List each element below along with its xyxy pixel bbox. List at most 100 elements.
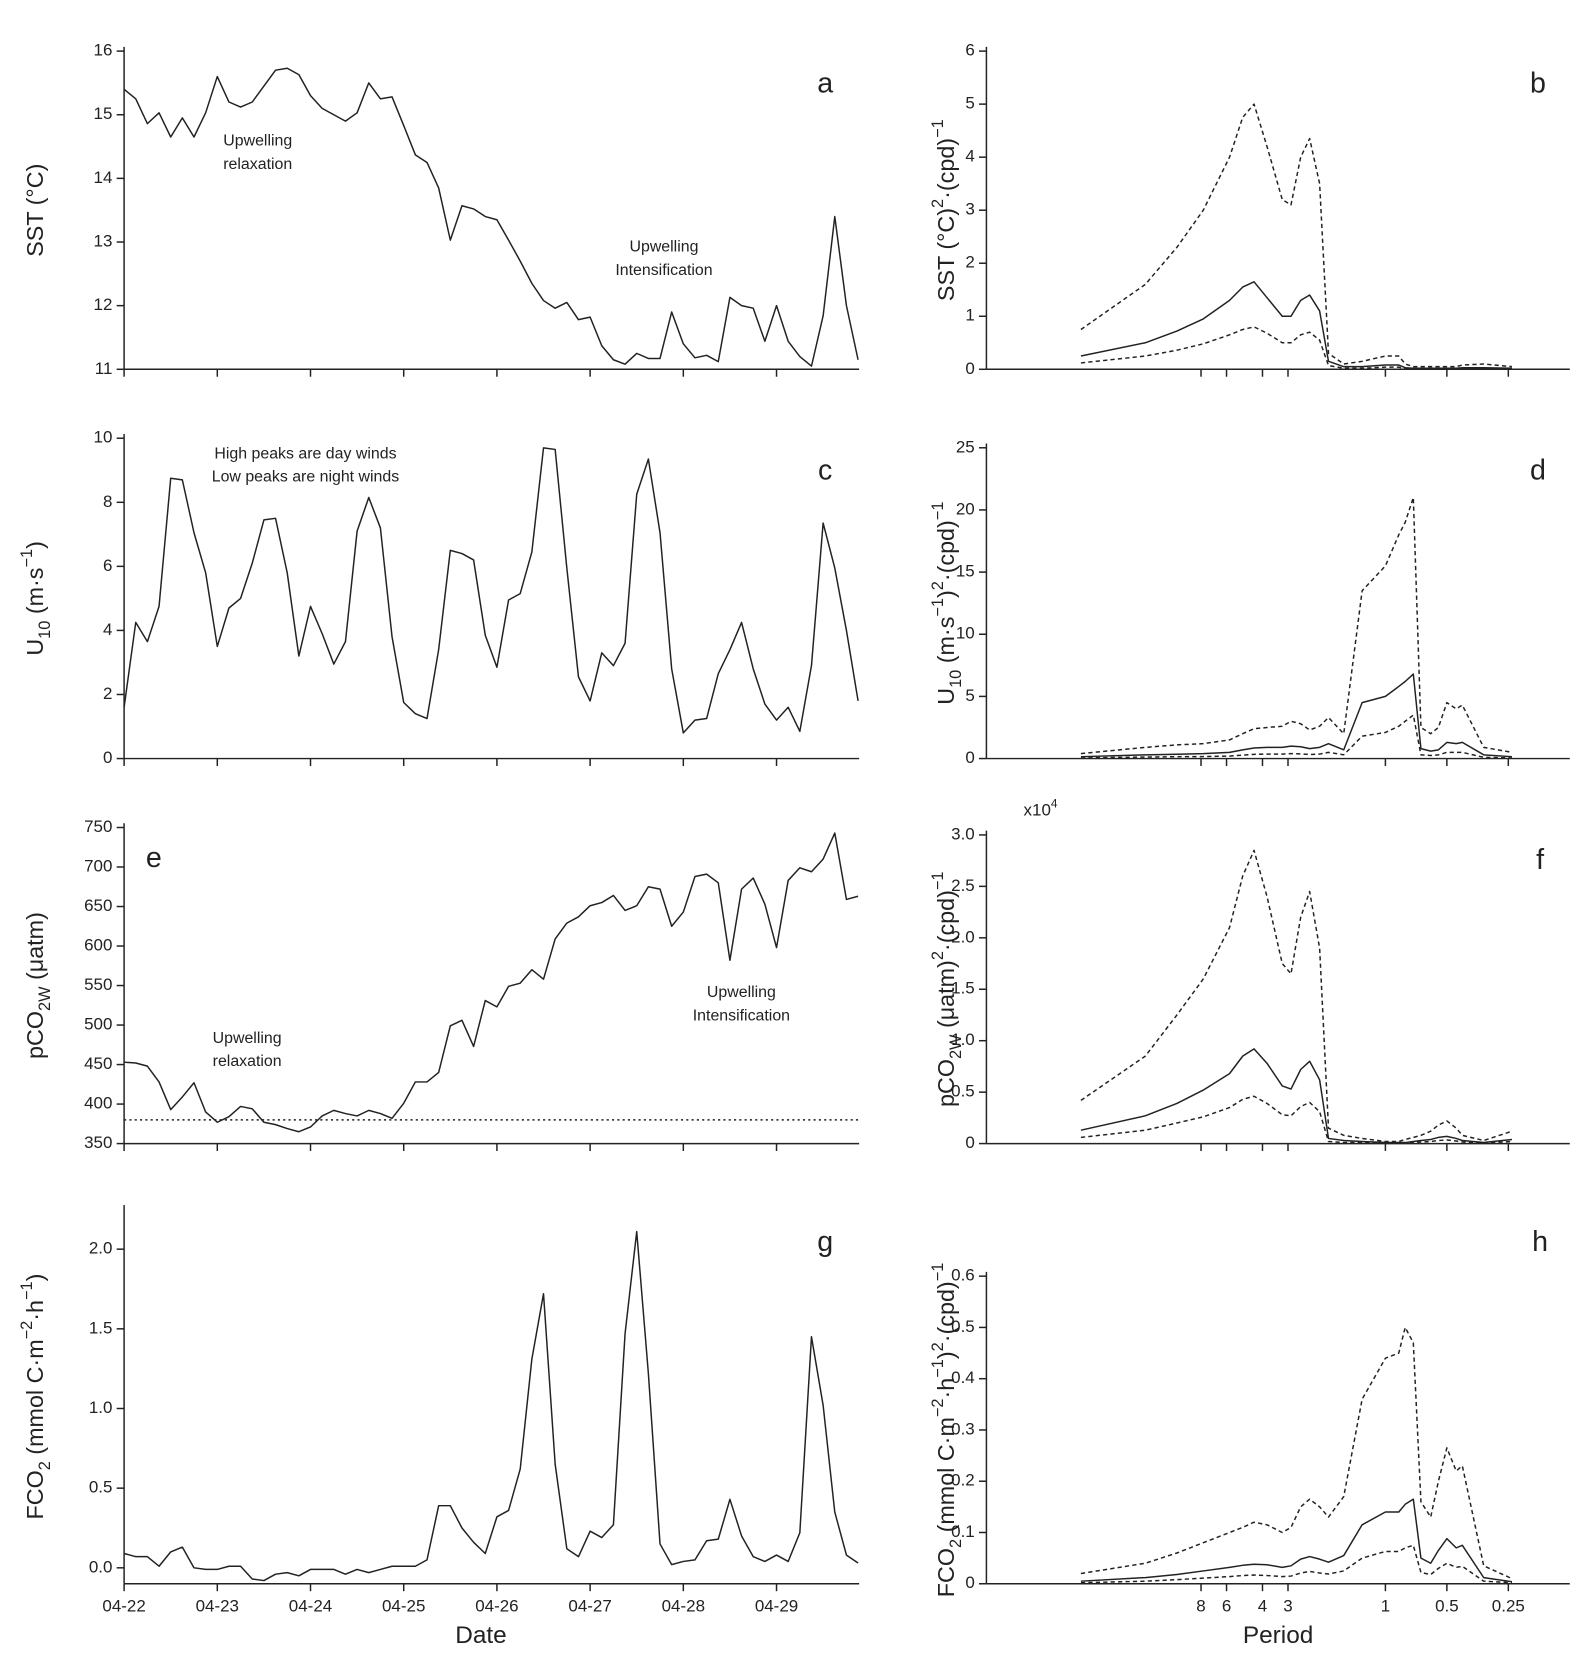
y-tick-label: 1.0 xyxy=(951,1030,975,1049)
annotation: Upwelling xyxy=(707,984,776,1001)
series-line xyxy=(124,832,859,1133)
y-tick-label: 700 xyxy=(84,856,112,875)
label-part: ·(cpd) xyxy=(933,138,959,199)
series-line xyxy=(1080,281,1512,369)
label-part: ·(cpd) xyxy=(933,520,959,581)
series-line xyxy=(123,67,859,367)
y-tick-label: 0.5 xyxy=(951,1082,975,1101)
label-part: ·(cpd) xyxy=(933,890,959,951)
y-tick-label: 1 xyxy=(965,306,974,325)
annotation: High peaks are day winds xyxy=(214,445,396,462)
y-tick-label: 2.0 xyxy=(951,927,975,946)
label-part: 2 xyxy=(930,581,948,590)
annotation: Upwelling xyxy=(213,1030,282,1047)
panel-label: a xyxy=(817,68,833,100)
annotation: relaxation xyxy=(223,156,292,173)
label-part: (μatm) xyxy=(22,912,48,986)
y-tick-label: 750 xyxy=(84,817,112,836)
label-part: 2 xyxy=(36,1461,54,1470)
y-tick-label: 25 xyxy=(956,437,975,456)
x-tick-label: 0.25 xyxy=(1492,1597,1525,1616)
y-axis-label: pCO2W (μatm) xyxy=(22,912,54,1059)
y-multiplier: x104 xyxy=(1024,797,1058,820)
y-tick-label: 2.0 xyxy=(89,1239,113,1258)
y-tick-label: 3 xyxy=(965,200,974,219)
y-tick-label: 600 xyxy=(84,936,112,955)
y-tick-label: 0 xyxy=(965,748,974,767)
x-tick-label: 04-29 xyxy=(755,1597,798,1616)
label-part: −2 xyxy=(930,1398,948,1417)
label-part: ) xyxy=(22,541,48,549)
y-tick-label: 0.5 xyxy=(951,1317,975,1336)
y-tick-label: 0.3 xyxy=(951,1419,975,1438)
panel-label: d xyxy=(1530,455,1546,487)
x-tick-label: 04-26 xyxy=(475,1597,518,1616)
y-tick-label: 0.4 xyxy=(951,1368,975,1387)
y-tick-label: 10 xyxy=(94,428,113,447)
y-tick-label: 11 xyxy=(95,359,113,378)
label-part: ) xyxy=(933,590,959,598)
y-tick-label: 4 xyxy=(965,147,974,166)
series-line xyxy=(1080,1544,1512,1584)
series-line xyxy=(1080,714,1512,759)
series-line xyxy=(1080,1048,1513,1144)
x-tick-label: 04-23 xyxy=(196,1597,239,1616)
annotation: relaxation xyxy=(213,1053,282,1070)
annotation: Intensification xyxy=(693,1008,790,1025)
y-tick-label: 0 xyxy=(965,1133,974,1152)
y-tick-label: 0 xyxy=(965,359,974,378)
y-axis-label: SST (°C)2·(cpd)−1 xyxy=(930,119,960,301)
label-part: ·h xyxy=(933,1378,959,1399)
y-tick-label: 10 xyxy=(956,624,975,643)
series-line xyxy=(1080,673,1512,758)
panel-label: e xyxy=(146,842,162,874)
x-axis-title: Date xyxy=(455,1622,506,1649)
y-tick-label: 2.5 xyxy=(951,876,975,895)
x-axis-title: Period xyxy=(1243,1622,1313,1649)
annotation: Upwelling xyxy=(223,132,292,149)
label-part: ·h xyxy=(22,1300,48,1321)
label-part: x10 xyxy=(1024,801,1051,820)
label-part: 2 xyxy=(948,1539,966,1548)
y-tick-label: 3.0 xyxy=(951,824,975,843)
label-part: ) xyxy=(22,1274,48,1282)
label-part: FCO xyxy=(22,1470,48,1519)
series-line xyxy=(1080,326,1512,370)
label-part: SST (°C) xyxy=(22,164,48,257)
x-tick-label: 04-28 xyxy=(662,1597,705,1616)
y-axis-label: U10 (m·s−1) xyxy=(18,541,54,656)
y-tick-label: 15 xyxy=(94,104,113,123)
label-part: 2W xyxy=(948,1034,966,1059)
panel-label: h xyxy=(1532,1226,1548,1258)
y-tick-label: 0.2 xyxy=(951,1471,975,1490)
y-tick-label: 0.6 xyxy=(951,1266,975,1285)
y-axis-label: SST (°C) xyxy=(22,164,48,257)
x-tick-label: 0.5 xyxy=(1435,1597,1459,1616)
series-line xyxy=(123,447,859,734)
annotation: Upwelling xyxy=(629,239,698,256)
x-tick-label: 04-22 xyxy=(102,1597,145,1616)
y-tick-label: 0 xyxy=(103,748,112,767)
y-tick-label: 0.0 xyxy=(89,1557,113,1576)
y-tick-label: 4 xyxy=(103,620,112,639)
series-line xyxy=(1080,103,1513,368)
label-part: ) xyxy=(933,1351,959,1359)
y-tick-label: 550 xyxy=(84,975,112,994)
x-tick-label: 04-27 xyxy=(568,1597,611,1616)
y-tick-label: 0.1 xyxy=(951,1522,975,1541)
y-tick-label: 2 xyxy=(965,253,974,272)
x-tick-label: 04-25 xyxy=(382,1597,425,1616)
y-tick-label: 6 xyxy=(965,41,974,60)
label-part: (m·s xyxy=(22,568,48,621)
y-tick-label: 20 xyxy=(956,499,975,518)
panel-label: c xyxy=(818,455,832,487)
y-tick-label: 5 xyxy=(965,94,974,113)
series-line xyxy=(1080,1498,1513,1583)
y-tick-label: 500 xyxy=(84,1015,112,1034)
y-tick-label: 1.5 xyxy=(89,1318,113,1337)
series-line xyxy=(1080,849,1513,1143)
label-part: −1 xyxy=(18,1281,36,1300)
label-part: (mmol C·m xyxy=(22,1339,48,1461)
